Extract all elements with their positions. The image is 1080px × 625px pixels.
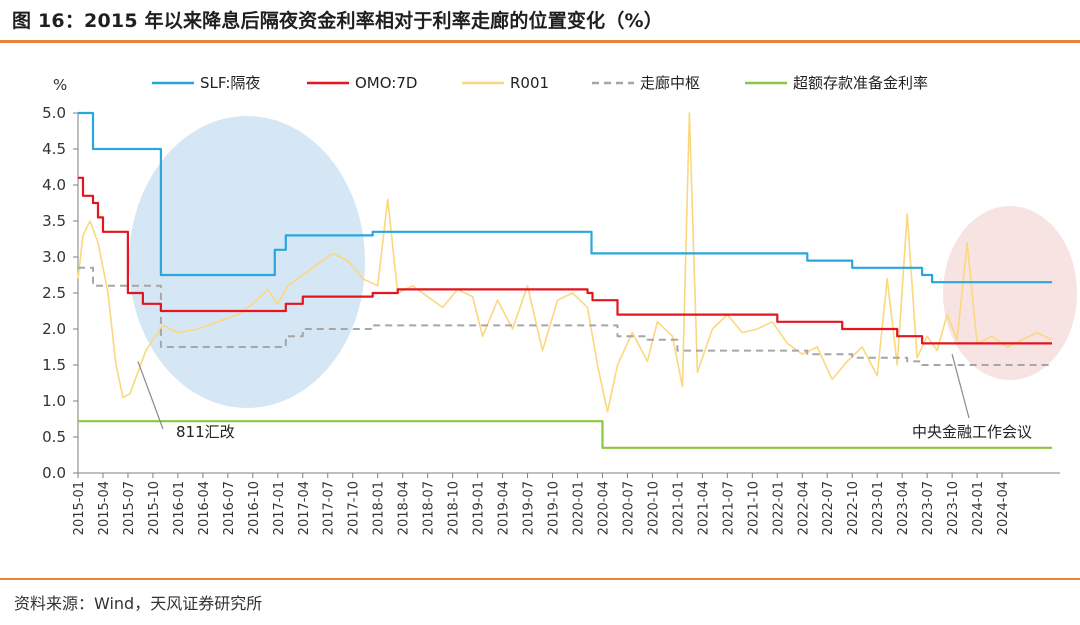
x-tick-label: 2015-07 [122, 481, 137, 535]
y-tick-label: 3.0 [42, 248, 66, 266]
x-tick-label: 2021-07 [721, 481, 736, 535]
series-line-excess-reserve-rate [78, 420, 1052, 449]
annotation-conference: 中央金融工作会议 [912, 423, 1032, 441]
x-tick-label: 2024-04 [996, 481, 1011, 535]
x-tick-label: 2018-07 [422, 481, 437, 535]
x-tick-label: 2020-04 [596, 481, 611, 535]
x-tick-label: 2019-04 [497, 481, 512, 535]
y-tick-label: 4.0 [42, 176, 66, 194]
series-line-corridor-center [78, 266, 1052, 366]
x-tick-label: 2015-01 [72, 481, 87, 535]
x-tick-label: 2016-04 [197, 481, 212, 535]
x-tick-label: 2016-10 [247, 481, 262, 535]
series-line-omo-7d [78, 176, 1052, 345]
x-tick-label: 2019-07 [522, 481, 537, 535]
y-tick-label: 2.5 [42, 284, 66, 302]
y-tick-label: 2.0 [42, 320, 66, 338]
legend-label-r001: R001 [510, 74, 549, 92]
annotations: 811汇改 中央金融工作会议 [137, 354, 1032, 441]
x-tick-label: 2020-07 [621, 481, 636, 535]
y-tick-label: 3.5 [42, 212, 66, 230]
y-tick-label: 0.0 [42, 464, 66, 482]
annotation-811: 811汇改 [176, 423, 235, 441]
x-tick-label: 2023-04 [896, 481, 911, 535]
x-tick-label: 2017-04 [297, 481, 312, 535]
source-note: 资料来源：Wind，天风证券研究所 [14, 594, 263, 613]
y-tick-label: 5.0 [42, 104, 66, 122]
x-tick-label: 2018-10 [447, 481, 462, 535]
footer-divider [0, 578, 1080, 580]
x-tick-label: 2021-10 [746, 481, 761, 535]
annotation-leader-811 [137, 361, 164, 430]
x-tick-label: 2016-07 [222, 481, 237, 535]
x-tick-label: 2017-01 [272, 481, 287, 535]
series-layer [77, 111, 1053, 449]
y-axis-unit: % [53, 76, 67, 94]
highlight-ellipse-2016 [129, 116, 365, 408]
legend: SLF:隔夜 OMO:7D R001 走廊中枢 超额存款准备金利率 [152, 74, 928, 92]
series-line-r001 [77, 112, 1053, 413]
x-tick-label: 2019-01 [472, 481, 487, 535]
x-tick-label: 2022-10 [846, 481, 861, 535]
highlight-ellipse-2024 [943, 206, 1077, 380]
line-chart: % 0.0 0.5 1.0 1.5 2.0 2.5 3.0 3.5 4.0 4.5 5.0 2015… [42, 74, 1077, 535]
x-tick-label: 2023-10 [946, 481, 961, 535]
legend-label-corridor-center: 走廊中枢 [640, 74, 700, 92]
x-tick-label: 2015-04 [97, 481, 112, 535]
x-tick-label: 2023-07 [921, 481, 936, 535]
legend-label-omo-7d: OMO:7D [355, 74, 417, 92]
x-tick-label: 2017-07 [322, 481, 337, 535]
x-tick-label: 2022-01 [771, 481, 786, 535]
x-tick-label: 2022-07 [821, 481, 836, 535]
y-tick-label: 1.0 [42, 392, 66, 410]
y-tick-label: 4.5 [42, 140, 66, 158]
x-tick-label: 2021-01 [671, 481, 686, 535]
legend-label-excess-reserve-rate: 超额存款准备金利率 [793, 74, 928, 92]
x-tick-label: 2020-10 [646, 481, 661, 535]
x-tick-label: 2024-01 [971, 481, 986, 535]
x-tick-label: 2020-01 [571, 481, 586, 535]
series-line-slf [78, 111, 1052, 284]
x-tick-label: 2017-10 [347, 481, 362, 535]
annotation-leader-conference [951, 354, 970, 419]
x-tick-label: 2019-10 [547, 481, 562, 535]
y-tick-label: 1.5 [42, 356, 66, 374]
y-tick-label: 0.5 [42, 428, 66, 446]
x-tick-labels: 2015-01 2015-04 2015-07 2015-10 2016-01 2016-… [72, 473, 1011, 535]
legend-label-slf: SLF:隔夜 [200, 74, 260, 92]
y-tick-labels: 0.0 0.5 1.0 1.5 2.0 2.5 3.0 3.5 4.0 4.5 5.0 [42, 104, 78, 482]
title-divider [0, 40, 1080, 43]
x-tick-label: 2023-01 [871, 481, 886, 535]
x-tick-label: 2015-10 [147, 481, 162, 535]
page-title: 图 16：2015 年以来降息后隔夜资金利率相对于利率走廊的位置变化（%） [12, 10, 663, 32]
x-tick-label: 2021-04 [696, 481, 711, 535]
x-tick-label: 2018-04 [397, 481, 412, 535]
x-tick-label: 2022-04 [796, 481, 811, 535]
x-tick-label: 2018-01 [372, 481, 387, 535]
x-tick-label: 2016-01 [172, 481, 187, 535]
